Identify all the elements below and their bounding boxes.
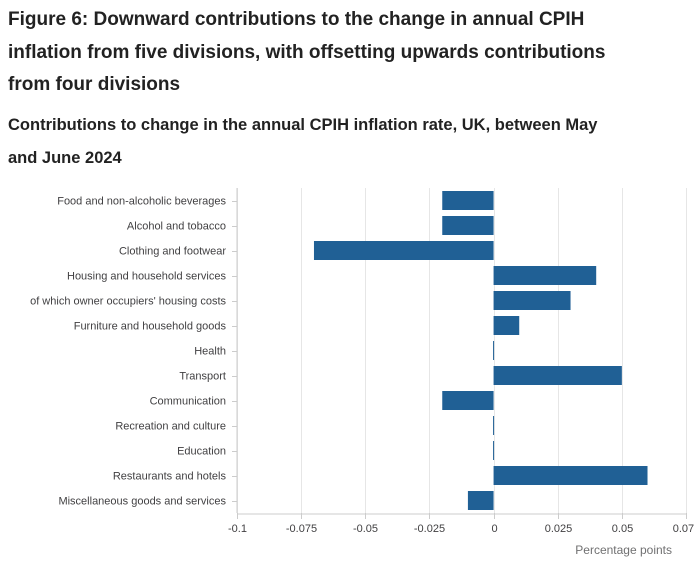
x-tick-label: -0.05 <box>353 523 378 535</box>
bar <box>493 341 495 360</box>
x-tick-label: 0.025 <box>545 523 573 535</box>
bar <box>313 241 494 260</box>
x-axis-title: Percentage points <box>575 543 672 557</box>
category-label: Housing and household services <box>67 271 226 283</box>
category-label: Food and non-alcoholic beverages <box>57 196 226 208</box>
x-tick-label: 0.05 <box>612 523 633 535</box>
value-axis-ticks: -0.1 -0.075 -0.05 -0.025 0 0.025 0.05 0.075 <box>228 513 694 535</box>
bar <box>493 441 495 460</box>
figure-title: Figure 6: Downward contributions to the … <box>8 9 606 95</box>
category-label: Recreation and culture <box>115 421 226 433</box>
category-label: Transport <box>179 371 226 383</box>
category-label: Education <box>177 446 226 458</box>
category-labels: Food and non-alcoholic beverages Alcohol … <box>30 196 237 508</box>
category-label: Restaurants and hotels <box>113 471 227 483</box>
category-label: Health <box>194 346 226 358</box>
x-tick-label: -0.1 <box>228 523 247 535</box>
bar <box>442 216 494 235</box>
bars-group <box>313 191 648 510</box>
gridlines <box>237 188 687 513</box>
bar <box>493 416 495 435</box>
bar <box>467 491 494 510</box>
bar <box>493 316 520 335</box>
category-label: Communication <box>150 396 226 408</box>
bar <box>493 366 622 385</box>
x-tick-label: 0 <box>491 523 497 535</box>
bar <box>442 191 494 210</box>
x-tick-label: -0.075 <box>286 523 317 535</box>
bar <box>493 466 648 485</box>
category-label: Alcohol and tobacco <box>127 221 226 233</box>
x-tick-label: -0.025 <box>414 523 445 535</box>
bar <box>442 391 494 410</box>
category-label: Clothing and footwear <box>119 246 226 258</box>
category-label: Furniture and household goods <box>74 321 227 333</box>
x-tick-label: 0.075 <box>673 523 694 535</box>
category-label: of which owner occupiers' housing costs <box>30 296 226 308</box>
chart-subtitle: Contributions to change in the annual CP… <box>8 116 598 167</box>
bar <box>493 266 597 285</box>
bar <box>493 291 571 310</box>
category-label: Miscellaneous goods and services <box>58 496 226 508</box>
